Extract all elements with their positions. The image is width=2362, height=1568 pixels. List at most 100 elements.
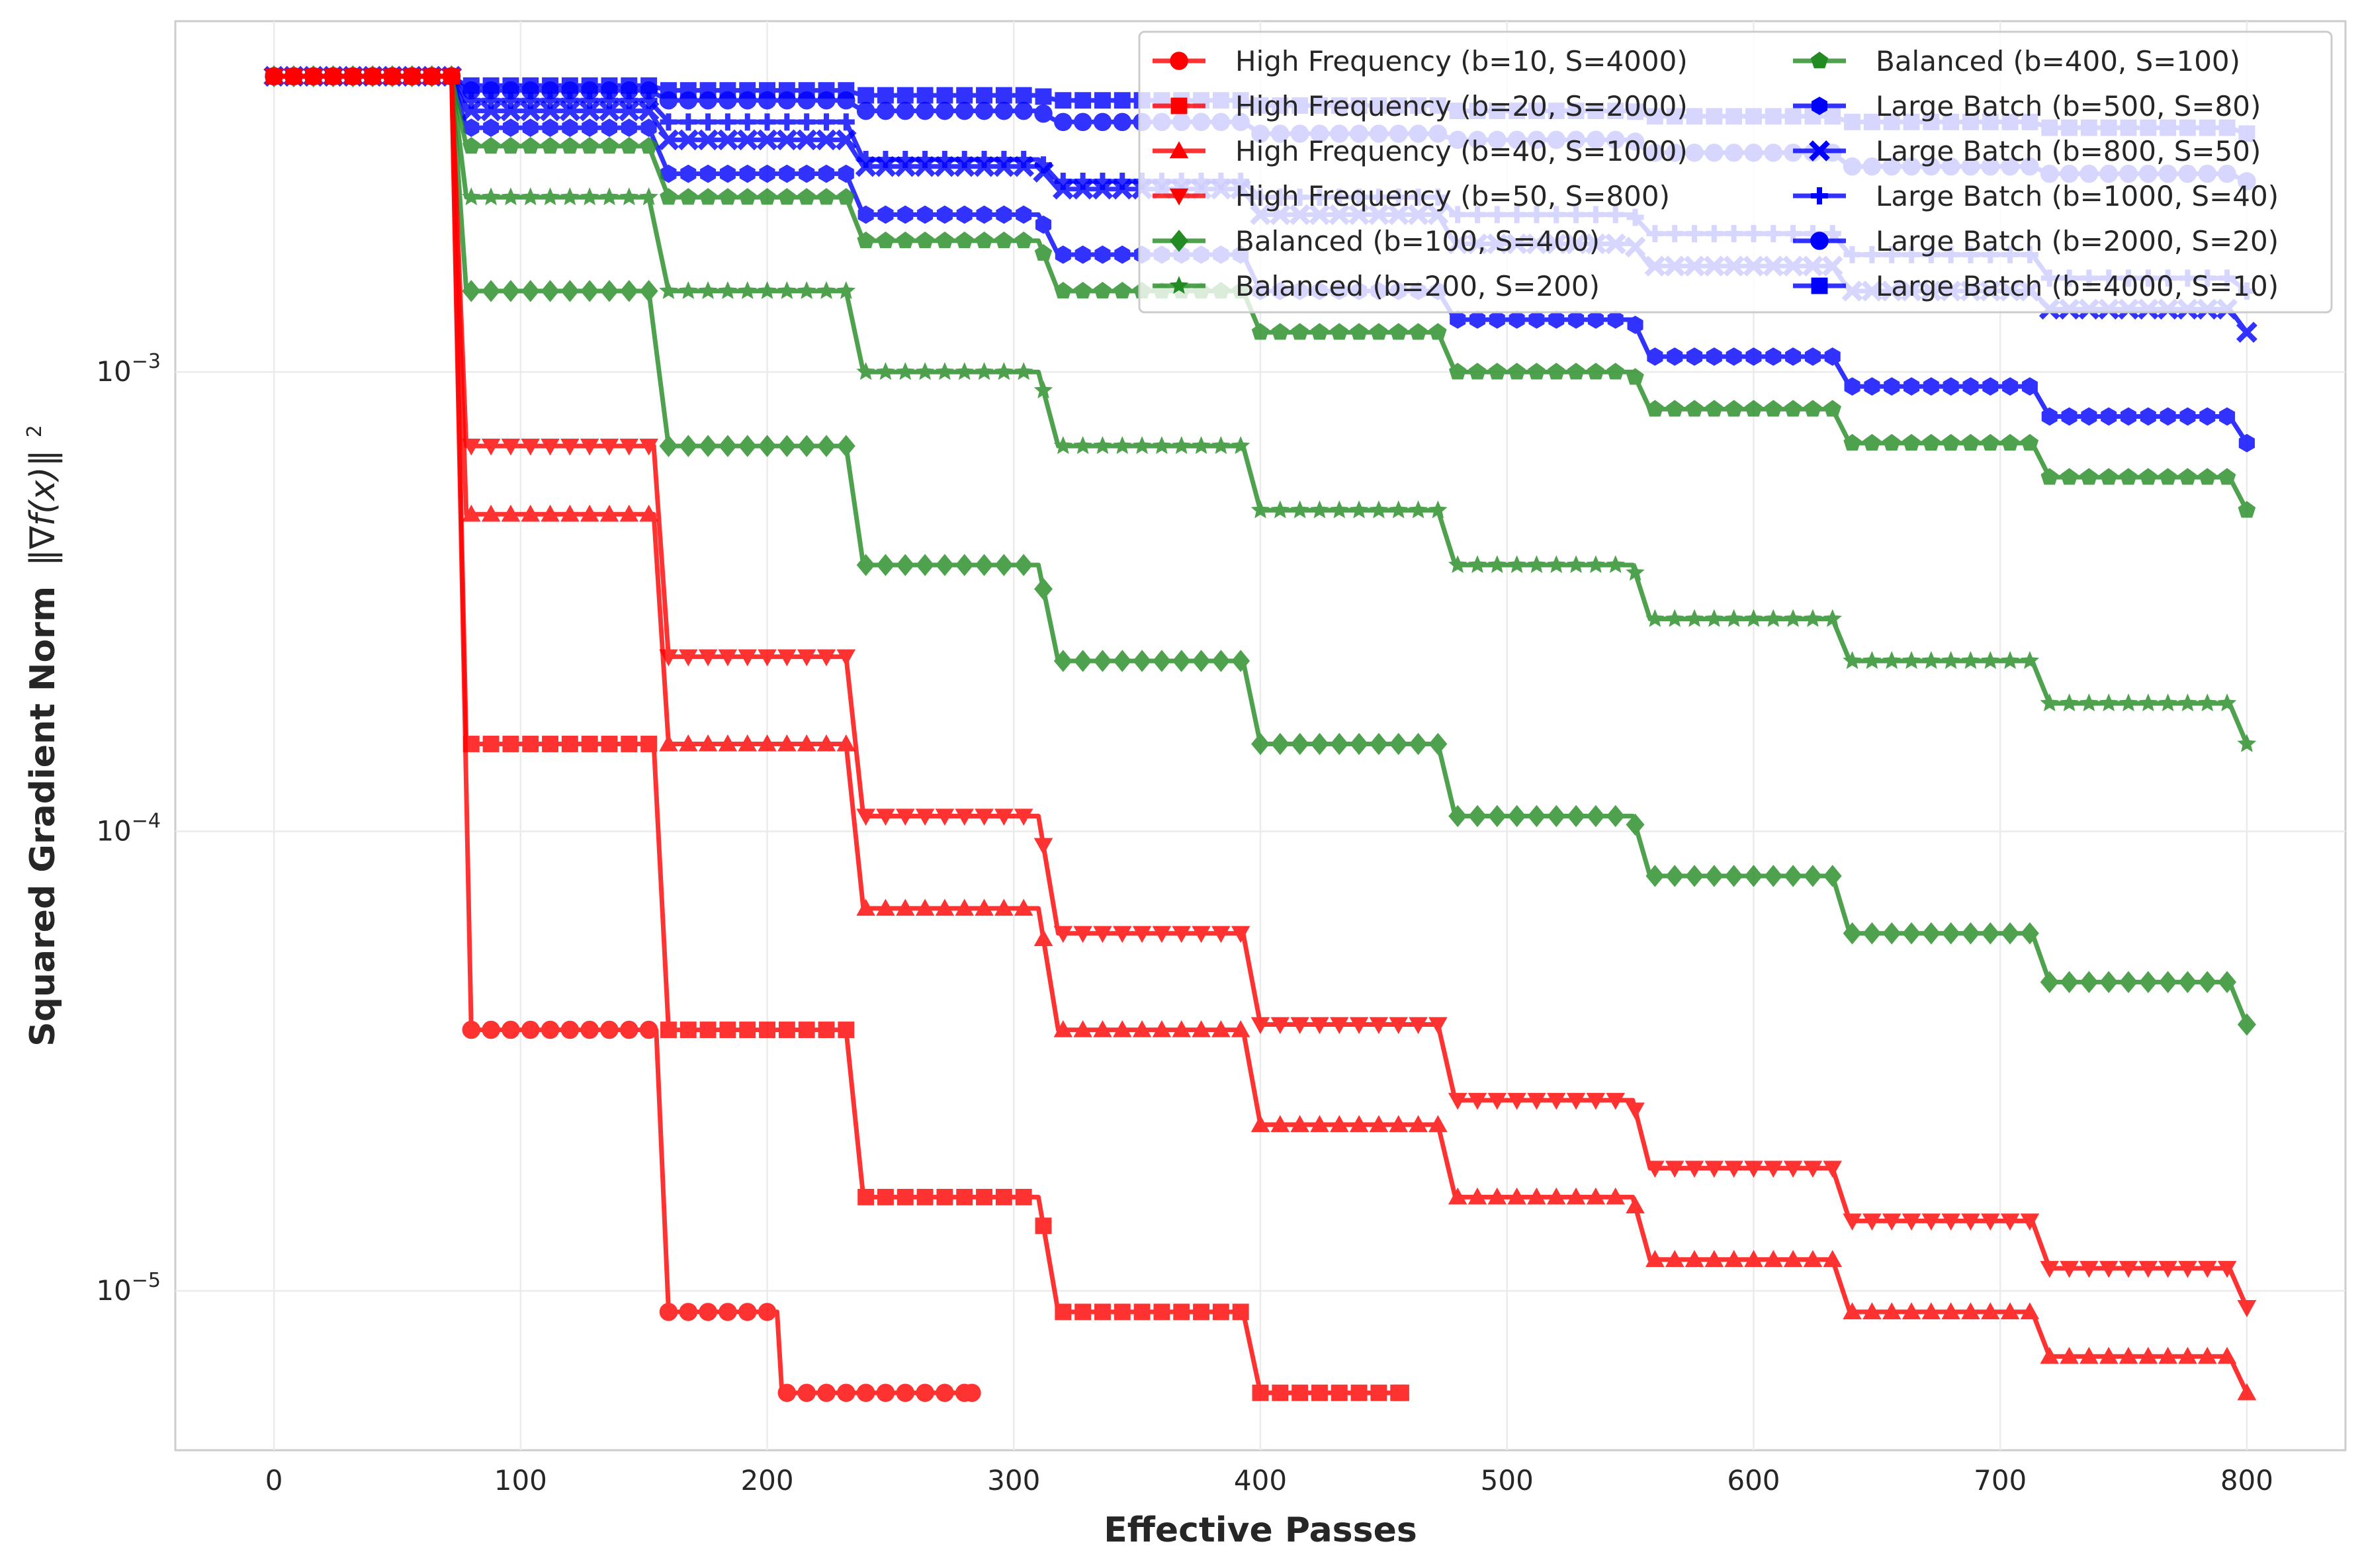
data-point: [1350, 1384, 1368, 1401]
data-point: [580, 504, 599, 522]
data-point: [1272, 1384, 1289, 1401]
data-point: [1152, 650, 1171, 672]
data-point: [1350, 323, 1368, 340]
y-tick-label: 10−5: [96, 1269, 161, 1307]
data-point: [1448, 1092, 1467, 1110]
data-point: [1647, 347, 1663, 366]
data-point: [995, 231, 1013, 249]
data-point: [2140, 407, 2156, 426]
data-point: [1645, 609, 1665, 627]
data-point-stroke: [855, 155, 877, 177]
data-point: [916, 554, 935, 576]
data-point: [1231, 926, 1250, 943]
data-point: [1684, 1160, 1704, 1178]
data-point-stroke: [1013, 155, 1035, 177]
data-point-stroke: [875, 155, 897, 177]
data-point: [1014, 231, 1033, 249]
data-point: [1270, 1115, 1290, 1133]
data-point: [976, 87, 992, 104]
data-point: [304, 67, 323, 86]
data-point: [777, 281, 797, 299]
data-point: [836, 649, 856, 667]
legend-swatch-marker: [1810, 232, 1829, 250]
data-point: [1982, 377, 1999, 396]
data-point: [719, 188, 737, 205]
data-point: [2081, 407, 2097, 426]
data-point: [1074, 92, 1092, 109]
data-point: [1527, 555, 1546, 574]
data-point: [758, 1303, 777, 1321]
series-line: [274, 73, 972, 1395]
data-point: [619, 504, 639, 522]
legend-swatch-marker: [1170, 97, 1188, 114]
data-point: [541, 137, 559, 154]
data-point: [1055, 245, 1071, 264]
data-point: [2158, 693, 2177, 712]
data-point: [1902, 1213, 1921, 1231]
data-point: [1133, 1303, 1151, 1321]
data-point: [897, 231, 914, 249]
data-point: [461, 504, 481, 522]
data-point-stroke: [776, 129, 798, 151]
data-point: [522, 118, 539, 137]
data-point-stroke: [1112, 178, 1133, 200]
data-point: [739, 164, 756, 183]
data-point: [1942, 433, 1960, 451]
data-point: [1823, 865, 1842, 887]
data-point: [1448, 555, 1467, 574]
data-point: [1428, 1017, 1448, 1035]
data-point: [995, 1188, 1012, 1205]
data-point: [1013, 155, 1035, 177]
data-point: [1527, 805, 1546, 828]
data-point: [1765, 400, 1782, 417]
y-tick-exponent: −3: [132, 350, 161, 373]
data-point: [679, 91, 698, 110]
data-point: [1943, 377, 1959, 396]
y-tick-base: 10: [96, 815, 131, 848]
data-point: [2237, 1300, 2257, 1317]
data-point: [1094, 92, 1111, 109]
data-point: [1393, 1384, 1409, 1401]
data-point: [1803, 1250, 1823, 1267]
legend-item: Large Batch (b=800, S=50): [1793, 135, 2261, 167]
data-point: [973, 155, 995, 177]
data-point: [1132, 926, 1152, 943]
legend-item: High Frequency (b=40, S=1000): [1153, 135, 1688, 167]
data-point: [1152, 1020, 1172, 1037]
data-point: [1528, 363, 1546, 380]
data-point: [1389, 1017, 1409, 1035]
data-point: [501, 187, 521, 206]
data-point: [799, 164, 815, 183]
data-point: [2079, 971, 2099, 994]
data-point: [659, 435, 678, 457]
data-point: [976, 205, 992, 224]
data-point: [1626, 562, 1645, 581]
data-point: [639, 1020, 658, 1039]
data-point: [2198, 693, 2217, 712]
legend-item: Large Batch (b=2000, S=20): [1793, 225, 2279, 257]
data-point: [619, 280, 638, 302]
data-point: [1350, 732, 1369, 756]
data-point: [1489, 310, 1505, 329]
data-point: [621, 736, 638, 752]
data-point: [738, 734, 758, 752]
data-point: [718, 734, 738, 752]
data-point: [482, 137, 500, 154]
data-point: [284, 67, 303, 86]
data-point: [994, 362, 1014, 380]
data-point: [1704, 865, 1724, 887]
data-point-stroke: [658, 129, 679, 151]
data-point: [1941, 922, 1960, 945]
data-point: [1429, 323, 1447, 340]
data-point: [2020, 1213, 2040, 1231]
data-point: [481, 187, 501, 206]
data-point: [779, 164, 795, 183]
data-point: [1114, 281, 1131, 299]
data-point: [1409, 500, 1428, 519]
data-point: [1251, 323, 1270, 340]
data-point: [2040, 693, 2059, 712]
data-point: [1310, 1115, 1329, 1133]
data-point-stroke: [539, 100, 561, 122]
data-point: [1349, 500, 1369, 519]
legend-label: Large Batch (b=4000, S=10): [1876, 270, 2279, 302]
